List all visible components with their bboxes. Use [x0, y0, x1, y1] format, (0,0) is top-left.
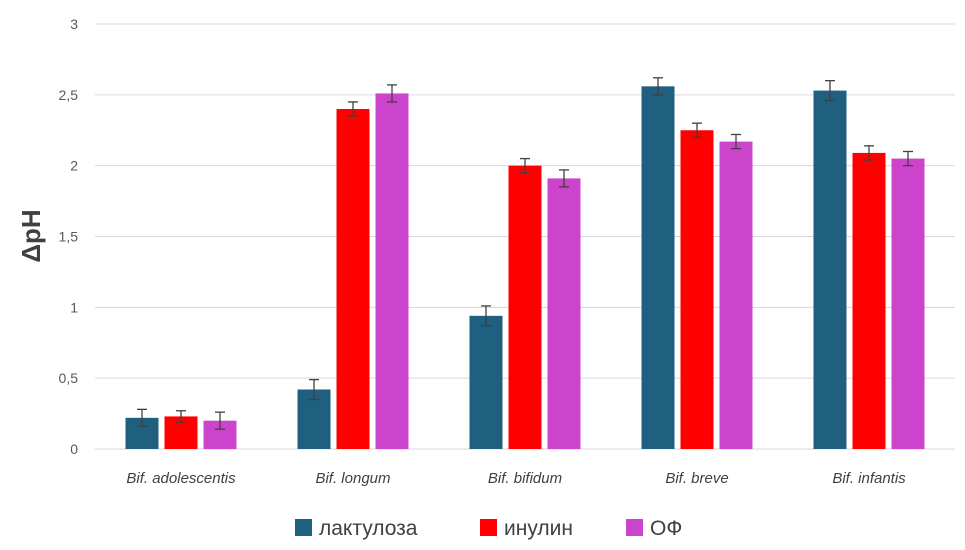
x-category-label: Bif. infantis	[832, 470, 906, 487]
y-tick-label: 0,5	[59, 370, 79, 386]
bar	[469, 315, 503, 449]
x-category-label: Bif. breve	[665, 470, 728, 487]
y-axis-label: ΔpH	[16, 209, 46, 262]
bar	[719, 141, 753, 450]
bar	[508, 165, 542, 449]
y-tick-label: 0	[70, 441, 78, 457]
bar	[547, 178, 581, 449]
y-tick-label: 2	[70, 158, 78, 174]
bar	[813, 90, 847, 449]
legend-swatch	[480, 519, 497, 536]
x-axis-categories: Bif. adolescentis Bif. longum Bif. bifidum…	[126, 470, 906, 487]
legend-label: ОФ	[650, 517, 682, 540]
y-tick-label: 1,5	[59, 229, 79, 245]
legend-label: инулин	[504, 517, 573, 540]
bar	[680, 130, 714, 449]
x-category-label: Bif. adolescentis	[126, 470, 236, 487]
legend-swatch	[626, 519, 643, 536]
y-tick-label: 2,5	[59, 87, 79, 103]
legend: лактулоза инулин ОФ	[295, 517, 682, 540]
bar	[375, 93, 409, 450]
x-category-label: Bif. longum	[315, 470, 390, 487]
x-category-label: Bif. bifidum	[488, 470, 562, 487]
legend-label: лактулоза	[319, 517, 418, 540]
bars	[125, 77, 925, 450]
bar	[891, 158, 925, 450]
bar	[852, 152, 886, 449]
bar	[641, 86, 675, 449]
y-tick-label: 3	[70, 16, 78, 32]
y-axis-ticks: 0 0,5 1 1,5 2 2,5 3	[59, 16, 79, 457]
y-tick-label: 1	[70, 299, 78, 315]
bar	[336, 109, 370, 449]
legend-swatch	[295, 519, 312, 536]
